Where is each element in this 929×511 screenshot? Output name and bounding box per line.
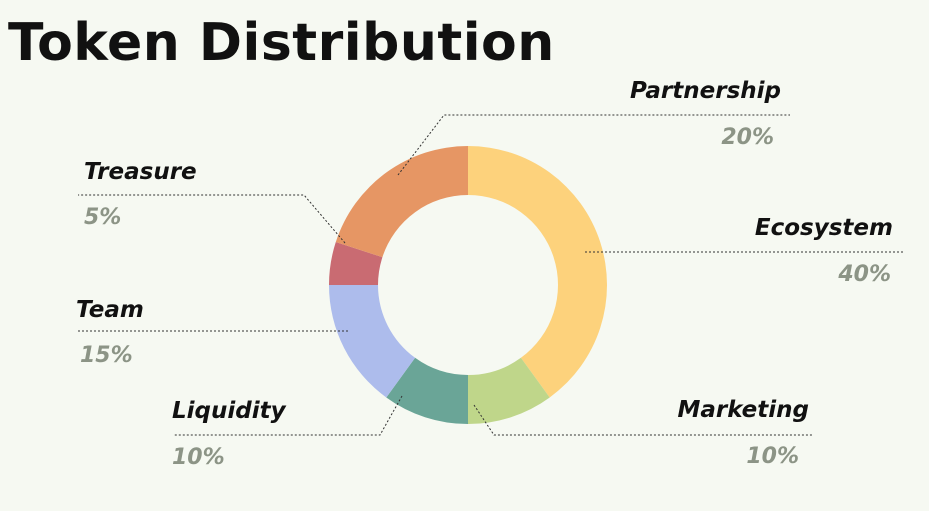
- value-label-marketing: 10%: [746, 444, 799, 469]
- value-label-ecosystem: 40%: [838, 262, 891, 287]
- legend-label-marketing: Marketing: [677, 397, 809, 423]
- leader-line-treasure: [78, 194, 346, 244]
- value-label-treasure: 5%: [84, 205, 122, 230]
- value-label-liquidity: 10%: [172, 445, 225, 470]
- slice-team: [329, 285, 416, 398]
- legend-label-ecosystem: Ecosystem: [754, 215, 893, 241]
- leader-line-partnership: [397, 114, 790, 176]
- slice-ecosystem: [468, 146, 608, 398]
- legend-label-partnership: Partnership: [630, 78, 781, 104]
- legend-label-treasure: Treasure: [84, 159, 197, 185]
- legend-label-liquidity: Liquidity: [172, 398, 286, 424]
- leader-line-liquidity: [173, 395, 403, 436]
- slice-treasure: [329, 242, 383, 285]
- value-label-team: 15%: [80, 343, 133, 368]
- leader-line-marketing: [473, 404, 812, 436]
- chart-title: Token Distribution: [8, 13, 555, 73]
- slice-marketing: [468, 357, 550, 424]
- slice-liquidity: [386, 357, 468, 424]
- slice-partnership: [335, 146, 468, 258]
- value-label-partnership: 20%: [721, 125, 774, 150]
- legend-label-team: Team: [76, 297, 144, 323]
